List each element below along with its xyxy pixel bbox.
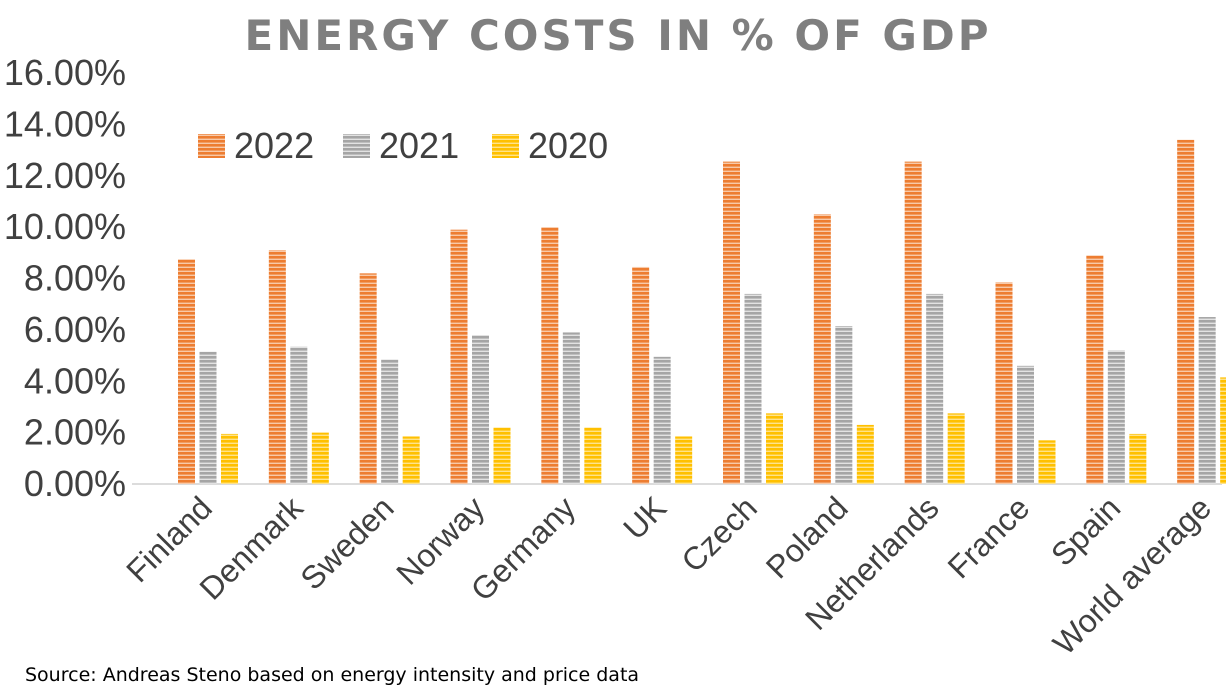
bars (178, 139, 1226, 484)
y-tick-label: 6.00% (24, 309, 126, 350)
legend-swatch-2022 (198, 134, 225, 158)
x-tick-label: Czech (674, 489, 764, 579)
legend-swatch-2020 (492, 134, 519, 158)
y-tick-label: 10.00% (4, 206, 126, 247)
y-tick-label: 2.00% (24, 412, 126, 453)
bar-2020-spain (1129, 433, 1147, 484)
bar-2020-france (1038, 440, 1056, 484)
bar-2020-world-average (1220, 377, 1226, 484)
bar-2020-denmark (311, 432, 329, 484)
bar-2021-sweden (381, 359, 399, 484)
bar-2022-world-average (1177, 139, 1195, 484)
bar-2021-norway (472, 335, 489, 484)
bar-2022-poland (813, 214, 831, 484)
bar-2020-finland (221, 433, 238, 484)
y-tick-label: 16.00% (4, 52, 126, 93)
bar-2021-czech (744, 293, 762, 484)
bar-2021-france (1017, 365, 1034, 484)
legend-label: 2020 (528, 125, 608, 166)
y-tick-label: 0.00% (24, 463, 126, 504)
bar-2022-france (995, 282, 1013, 484)
bar-2022-czech (723, 161, 740, 484)
bar-2021-poland (835, 326, 853, 484)
x-tick-label: World average (1046, 489, 1218, 661)
bar-2021-uk (653, 356, 671, 484)
y-axis-ticks: 0.00% 2.00% 4.00% 6.00% 8.00% 10.00% 12.00% 14.… (4, 52, 126, 504)
bar-2020-sweden (402, 436, 420, 484)
x-tick-label: Sweden (293, 489, 400, 596)
y-tick-label: 12.00% (4, 155, 126, 196)
bar-2020-uk (675, 436, 693, 484)
x-tick-label: France (941, 489, 1037, 585)
y-tick-label: 4.00% (24, 360, 126, 401)
bar-2020-netherlands (947, 413, 965, 484)
bar-2021-denmark (290, 346, 308, 484)
bar-2022-norway (450, 229, 468, 484)
y-tick-label: 14.00% (4, 103, 126, 144)
bar-2022-germany (541, 227, 559, 484)
bar-2021-netherlands (926, 293, 944, 484)
bar-2022-sweden (359, 273, 377, 484)
bar-2021-germany (562, 332, 580, 484)
source-note: Source: Andreas Steno based on energy in… (25, 664, 640, 686)
bar-2021-spain (1107, 350, 1125, 484)
legend-label: 2021 (379, 125, 459, 166)
y-tick-label: 8.00% (24, 258, 126, 299)
chart-title: ENERGY COSTS IN % OF GDP (245, 11, 992, 60)
bar-2022-netherlands (904, 161, 922, 484)
bar-2020-germany (584, 427, 602, 484)
legend-label: 2022 (234, 125, 314, 166)
bar-2020-norway (493, 427, 511, 484)
legend: 2022 2021 2020 (198, 125, 608, 166)
bar-2021-finland (199, 351, 217, 484)
x-tick-label: UK (616, 489, 673, 546)
bar-2022-finland (178, 259, 195, 484)
bar-2022-denmark (268, 250, 286, 484)
bar-2022-spain (1086, 255, 1104, 484)
bar-2021-world-average (1198, 317, 1216, 484)
bar-2020-poland (856, 424, 874, 484)
bar-2022-uk (632, 266, 650, 484)
legend-swatch-2021 (343, 134, 370, 158)
bar-2020-czech (766, 413, 783, 484)
x-tick-label: Spain (1044, 489, 1127, 572)
